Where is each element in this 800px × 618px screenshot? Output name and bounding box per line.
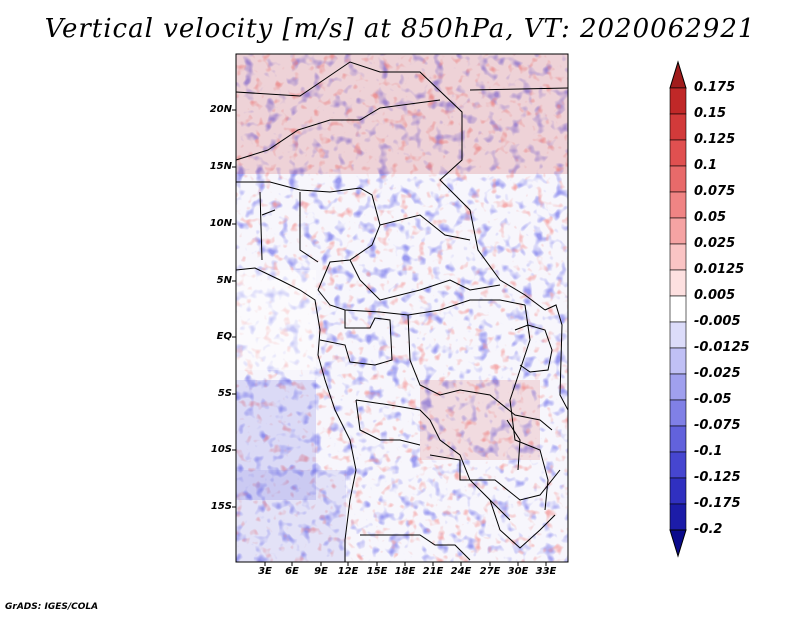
colorbar-bin <box>669 165 687 193</box>
colorbar-bin <box>669 347 687 375</box>
colorbar-label: 0.175 <box>694 80 736 95</box>
lon-label-27e: 27E <box>479 566 501 577</box>
lat-label-eq: EQ <box>216 331 232 342</box>
lat-label-20n: 20N <box>209 104 232 115</box>
colorbar-bin <box>669 295 687 323</box>
colorbar-label: -0.2 <box>694 522 723 537</box>
lat-label-5s: 5S <box>217 388 232 399</box>
map-frame <box>235 53 569 563</box>
lat-label-10s: 10S <box>210 444 232 455</box>
lon-label-33e: 33E <box>535 566 557 577</box>
colorbar-label: -0.025 <box>694 366 741 381</box>
lon-label-3e: 3E <box>258 566 272 577</box>
axis-ticks <box>232 109 547 566</box>
colorbar-label: 0.075 <box>694 184 736 199</box>
colorbar-bin <box>669 425 687 453</box>
lat-label-5n: 5N <box>216 275 232 286</box>
colorbar-bin <box>669 269 687 297</box>
lon-label-12e: 12E <box>337 566 359 577</box>
colorbar-bin <box>669 87 687 115</box>
colorbar-bin <box>669 243 687 271</box>
colorbar-bottom-arrow <box>669 529 687 558</box>
grads-credit: GrADS: IGES/COLA <box>5 602 99 612</box>
colorbar-label: -0.1 <box>694 444 723 459</box>
colorbar-label: 0.005 <box>694 288 736 303</box>
lat-label-10n: 10N <box>209 218 232 229</box>
lat-label-15s: 15S <box>210 501 232 512</box>
velocity-field <box>236 54 568 562</box>
colorbar-label: -0.005 <box>694 314 741 329</box>
colorbar-label: 0.1 <box>694 158 718 173</box>
colorbar-label: 0.0125 <box>694 262 745 277</box>
colorbar-bin <box>669 113 687 141</box>
lon-label-9e: 9E <box>314 566 328 577</box>
colorbar-bin <box>669 191 687 219</box>
lon-label-15e: 15E <box>366 566 388 577</box>
colorbar-bin <box>669 451 687 479</box>
lat-label-15n: 15N <box>209 161 232 172</box>
colorbar-label: 0.125 <box>694 132 736 147</box>
colorbar-bin <box>669 503 687 531</box>
colorbar-label: -0.075 <box>694 418 741 433</box>
map-title: Vertical velocity [m/s] at 850hPa, VT: 2… <box>44 14 756 44</box>
colorbar-label: -0.0125 <box>694 340 750 355</box>
colorbar-label: 0.025 <box>694 236 736 251</box>
colorbar-label: -0.175 <box>694 496 741 511</box>
colorbar-label: 0.15 <box>694 106 727 121</box>
colorbar-bin <box>669 477 687 505</box>
colorbar <box>669 60 687 558</box>
colorbar-bin <box>669 399 687 427</box>
lon-label-6e: 6E <box>285 566 299 577</box>
lon-label-18e: 18E <box>394 566 416 577</box>
colorbar-bin <box>669 373 687 401</box>
lon-label-21e: 21E <box>422 566 444 577</box>
colorbar-bin <box>669 217 687 245</box>
country-borders <box>236 61 568 562</box>
colorbar-bin <box>669 321 687 349</box>
colorbar-label: -0.05 <box>694 392 732 407</box>
colorbar-top-arrow <box>669 60 687 89</box>
colorbar-label: 0.05 <box>694 210 727 225</box>
colorbar-label: -0.125 <box>694 470 741 485</box>
colorbar-bin <box>669 139 687 167</box>
lon-label-24e: 24E <box>450 566 472 577</box>
lon-label-30e: 30E <box>507 566 529 577</box>
